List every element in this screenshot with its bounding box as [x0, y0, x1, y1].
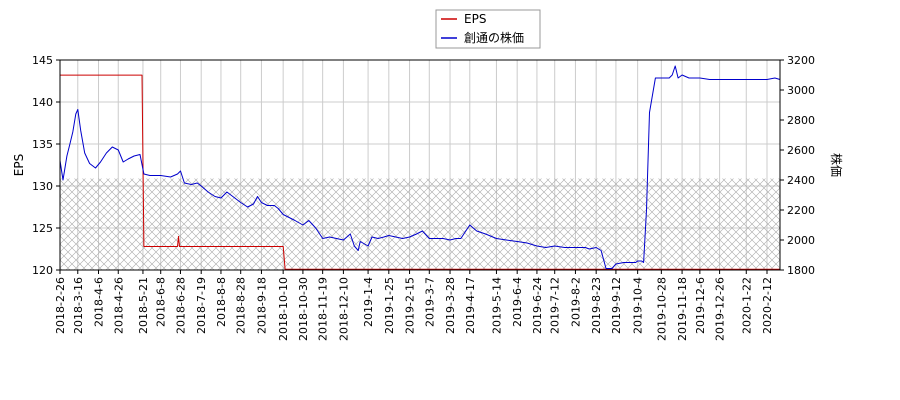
shaded-band — [60, 178, 780, 270]
x-tick-label: 2019-3-28 — [444, 277, 457, 334]
x-tick-label: 2019-10-28 — [655, 277, 668, 341]
y-right-axis-title: 株価 — [829, 153, 844, 177]
y-left-tick-label: 140 — [32, 96, 53, 109]
left-axis: 120 125 130 135 140 145 — [32, 54, 60, 277]
x-tick-label: 2019-6-24 — [531, 277, 544, 334]
x-tick-label: 2018-9-18 — [255, 277, 268, 334]
legend-box — [435, 9, 541, 49]
x-tick-label: 2019-7-12 — [549, 277, 562, 334]
x-tick-label: 2018-6-8 — [155, 277, 168, 327]
y-right-tick-label: 1800 — [787, 264, 815, 277]
x-axis: 2018-2-26 2018-3-16 2018-4-6 2018-4-26 2018-… — [54, 270, 774, 341]
series-line-price — [59, 65, 781, 269]
y-right-tick-label: 3000 — [787, 84, 815, 97]
x-tick-label: 2019-9-12 — [610, 277, 623, 334]
x-tick-label: 2019-11-18 — [676, 277, 689, 341]
y-left-tick-label: 130 — [32, 180, 53, 193]
x-tick-label: 2018-11-19 — [317, 277, 330, 341]
x-tick-label: 2019-2-15 — [404, 277, 417, 334]
x-tick-label: 2018-8-28 — [235, 277, 248, 334]
legend-label-price: 創通の株価 — [464, 30, 524, 45]
y-left-tick-label: 145 — [32, 54, 53, 67]
y-right-tick-label: 2200 — [787, 204, 815, 217]
x-tick-label: 2019-1-4 — [362, 277, 375, 327]
x-tick-label: 2018-8-8 — [215, 277, 228, 327]
x-tick-label: 2018-10-30 — [297, 277, 310, 341]
x-tick-label: 2020-1-22 — [740, 277, 753, 334]
x-tick-label: 2019-10-4 — [632, 277, 645, 334]
x-tick-label: 2018-6-28 — [174, 277, 187, 334]
x-tick-label: 2019-3-7 — [423, 277, 436, 327]
x-tick-label: 2018-12-10 — [337, 277, 350, 341]
x-tick-label: 2018-4-26 — [112, 277, 125, 334]
y-right-tick-label: 2600 — [787, 144, 815, 157]
x-tick-label: 2018-2-26 — [54, 277, 67, 334]
x-tick-label: 2018-5-21 — [137, 277, 150, 334]
y-right-tick-label: 2000 — [787, 234, 815, 247]
x-tick-label: 2019-5-14 — [490, 277, 503, 334]
series-layer — [59, 65, 781, 270]
y-right-tick-label: 2800 — [787, 114, 815, 127]
x-tick-label: 2019-8-23 — [590, 277, 603, 334]
y-left-tick-label: 135 — [32, 138, 53, 151]
plot-frame — [59, 59, 781, 271]
x-tick-label: 2019-8-2 — [569, 277, 582, 327]
x-tick-label: 2018-4-6 — [93, 277, 106, 327]
legend: EPS 創通の株価 — [435, 9, 541, 49]
x-tick-label: 2019-6-4 — [511, 277, 524, 327]
y-right-tick-label: 2400 — [787, 174, 815, 187]
right-axis: 1800 2000 2200 2400 2600 2800 3000 3200 — [780, 54, 815, 277]
x-tick-label: 2018-3-16 — [72, 277, 85, 334]
series-line-eps — [60, 74, 780, 270]
x-tick-label: 2019-1-25 — [383, 277, 396, 334]
y-right-tick-label: 3200 — [787, 54, 815, 67]
x-tick-label: 2019-12-6 — [694, 277, 707, 334]
x-tick-label: 2018-10-10 — [277, 277, 290, 341]
x-tick-label: 2020-2-12 — [761, 277, 774, 334]
y-left-axis-title: EPS — [12, 154, 26, 176]
y-left-tick-label: 125 — [32, 222, 53, 235]
x-tick-label: 2018-7-19 — [195, 277, 208, 334]
y-left-tick-label: 120 — [32, 264, 53, 277]
legend-label-eps: EPS — [464, 12, 486, 26]
x-tick-label: 2019-12-26 — [714, 277, 727, 341]
x-tick-label: 2019-4-17 — [464, 277, 477, 334]
